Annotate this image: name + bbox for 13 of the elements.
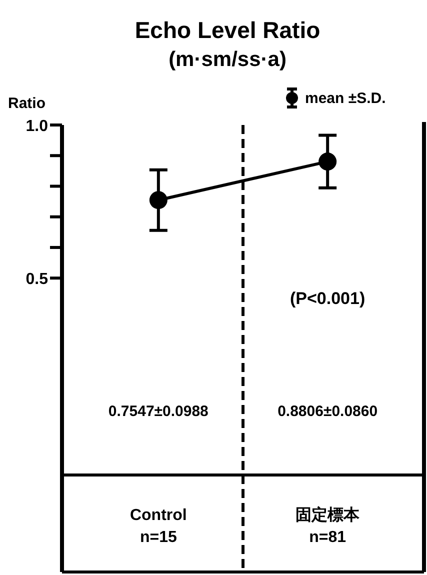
annotation: 0.8806±0.0860 — [278, 403, 378, 420]
ytick-label: 1.0 — [26, 118, 48, 135]
subtitle: (m·sm/ss·a) — [168, 48, 286, 71]
xtick-label: Control — [130, 507, 187, 524]
ylabel: Ratio — [8, 95, 46, 112]
legend-label: mean ±S.D. — [305, 90, 386, 107]
annotation: n=81 — [309, 529, 346, 546]
xtick-label: 固定標本 — [296, 507, 360, 524]
ytick-label: 0.5 — [26, 271, 48, 288]
annotation: (P<0.001) — [290, 289, 366, 308]
annotation: n=15 — [140, 529, 177, 546]
annotation: 0.7547±0.0988 — [108, 403, 208, 420]
title: Echo Level Ratio — [134, 17, 320, 43]
